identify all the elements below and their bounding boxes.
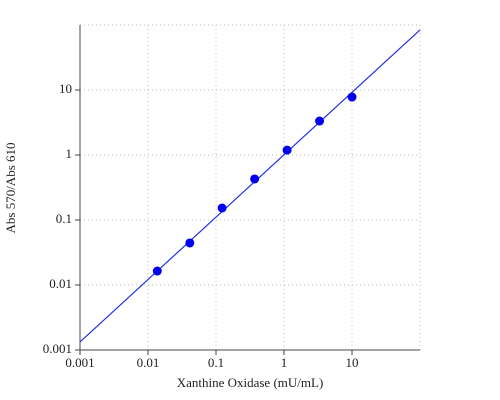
y-tick-label: 0.01 — [49, 276, 72, 291]
x-axis-label: Xanthine Oxidase (mU/mL) — [177, 375, 324, 390]
y-axis-label: Abs 570/Abs 610 — [3, 142, 18, 233]
data-point — [282, 145, 292, 155]
data-point — [217, 203, 227, 213]
x-tick-label: 0.1 — [208, 355, 224, 370]
y-tick-label: 0.1 — [56, 211, 72, 226]
x-tick-label: 0.01 — [137, 355, 160, 370]
data-point — [250, 174, 260, 184]
fit-line — [79, 29, 421, 343]
y-tick-label: 1 — [66, 146, 73, 161]
x-tick-label: 0.001 — [65, 355, 94, 370]
y-tick-label: 10 — [59, 81, 72, 96]
x-tick-label: 10 — [346, 355, 359, 370]
data-point — [152, 266, 162, 276]
data-point — [315, 116, 325, 126]
data-point — [347, 92, 357, 102]
y-tick-label: 0.001 — [43, 341, 72, 356]
x-tick-label: 1 — [281, 355, 288, 370]
data-point — [185, 238, 195, 248]
